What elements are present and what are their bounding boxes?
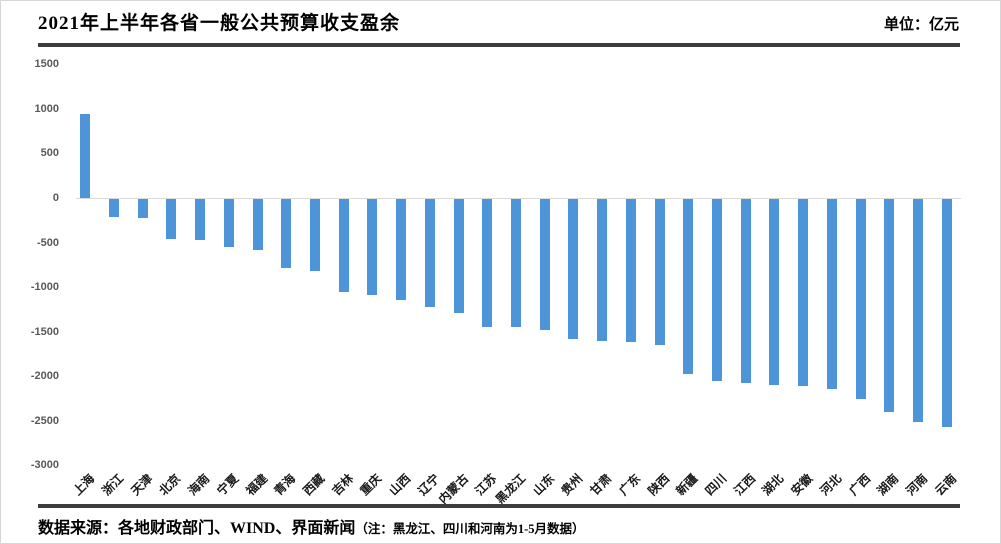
bar — [424, 199, 435, 308]
x-axis-category-label: 河北 — [817, 471, 845, 499]
x-axis-category-label: 重庆 — [357, 471, 385, 499]
bar — [453, 199, 464, 314]
bar — [654, 199, 665, 345]
bar — [252, 199, 263, 251]
x-axis-category-label: 青海 — [271, 471, 299, 499]
y-axis-tick-label: -2500 — [30, 414, 59, 427]
x-axis-category-label: 宁夏 — [214, 471, 242, 499]
bar — [80, 113, 91, 198]
y-axis-tick-label: 0 — [52, 192, 59, 204]
x-axis-category-label: 河南 — [903, 471, 931, 499]
bar — [711, 199, 722, 382]
y-axis-tick-label: -2000 — [30, 370, 59, 383]
bar — [338, 199, 349, 293]
data-note-text: （注：黑龙江、四川和河南为1-5月数据） — [355, 522, 585, 536]
y-axis-tick-label: -1500 — [30, 325, 59, 338]
y-axis-tick-label: 500 — [40, 147, 59, 160]
x-axis-category-label: 山东 — [530, 471, 557, 499]
x-axis-category-label: 海南 — [185, 471, 213, 499]
x-axis-category-label: 甘肃 — [587, 471, 615, 499]
bar — [912, 199, 923, 422]
bar — [568, 199, 579, 340]
x-axis-category-label: 浙江 — [99, 471, 127, 499]
bar — [310, 199, 321, 271]
y-axis-tick-label: 1500 — [34, 58, 59, 71]
bar — [740, 199, 751, 383]
data-source: 数据来源：各地财政部门、WIND、界面新闻（注：黑龙江、四川和河南为1-5月数据… — [38, 514, 585, 538]
bar — [281, 199, 292, 269]
x-axis-category-label: 黑龙江 — [492, 471, 529, 507]
x-axis-category-label: 新疆 — [673, 471, 701, 499]
x-axis-category-label: 天津 — [128, 471, 155, 499]
chart-title: 2021年上半年各省一般公共预算收支盈余 — [38, 13, 401, 34]
x-axis-category-label: 福建 — [242, 471, 270, 499]
bar — [396, 199, 407, 301]
bar — [941, 199, 952, 427]
x-axis-category-label: 广东 — [616, 471, 644, 499]
y-axis-tick-label: -500 — [36, 236, 59, 249]
bar — [798, 199, 809, 386]
x-axis-category-label: 陕西 — [644, 471, 672, 499]
bar — [855, 199, 866, 399]
bar — [683, 199, 694, 374]
unit-label: 单位：亿元 — [883, 17, 959, 33]
y-axis-tick-label: 1000 — [34, 102, 59, 115]
x-axis-category-label: 四川 — [702, 471, 730, 499]
bar — [511, 199, 521, 328]
x-axis-category-label: 云南 — [931, 471, 959, 499]
bar — [884, 199, 895, 412]
x-axis-category-label: 内蒙古 — [435, 471, 471, 507]
x-axis-category-label: 江西 — [730, 471, 758, 499]
y-axis-tick-label: -1000 — [30, 281, 59, 294]
bar — [769, 199, 780, 386]
bar — [625, 199, 636, 343]
x-axis-category-label: 贵州 — [558, 471, 586, 499]
zero-axis-line — [76, 198, 961, 199]
x-axis-category-label: 北京 — [156, 471, 184, 499]
x-axis-category-label: 吉林 — [329, 471, 356, 499]
bar — [367, 199, 378, 296]
x-axis-category-label: 上海 — [70, 471, 98, 499]
x-axis-category-label: 安徽 — [788, 471, 816, 499]
bar — [137, 199, 148, 219]
data-source-text: 数据来源：各地财政部门、WIND、界面新闻 — [38, 520, 356, 537]
x-axis-category-label: 湖南 — [874, 471, 902, 499]
x-axis-category-label: 湖北 — [759, 471, 787, 499]
bar — [195, 199, 206, 240]
x-axis-category-label: 广西 — [845, 471, 873, 499]
x-axis-category-label: 山西 — [386, 471, 414, 499]
bar — [482, 199, 493, 327]
x-axis-category-label: 西藏 — [300, 471, 328, 499]
footer-divider — [38, 504, 960, 508]
bar — [539, 199, 550, 330]
header-divider — [38, 43, 960, 47]
bar — [223, 199, 234, 247]
bar — [166, 199, 177, 240]
bar — [597, 199, 608, 342]
bar — [826, 199, 837, 389]
y-axis-tick-label: -3000 — [30, 459, 59, 472]
bar — [109, 199, 120, 218]
